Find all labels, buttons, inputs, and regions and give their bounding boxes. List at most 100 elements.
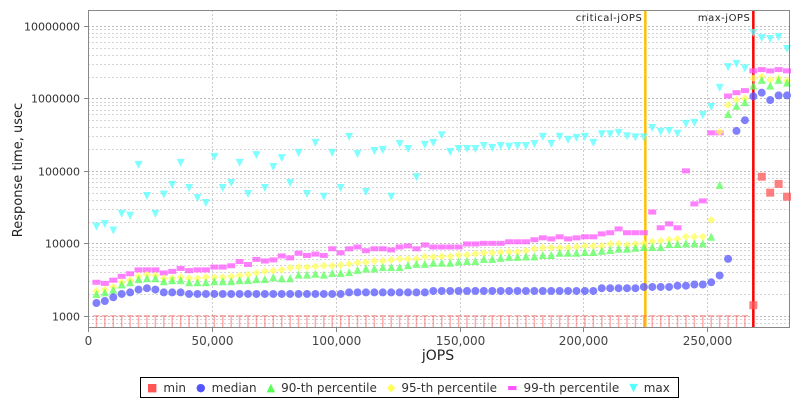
point-median: [201, 289, 210, 298]
point-min: [362, 315, 369, 327]
point-90-th-percentile: [244, 276, 253, 285]
point-90-th-percentile: [302, 270, 311, 279]
x-tick-label: 200,000: [559, 334, 609, 348]
point-max: [100, 219, 109, 228]
point-max: [151, 209, 160, 218]
legend-label: median: [211, 380, 257, 395]
point-90-th-percentile: [614, 244, 623, 253]
point-min: [118, 315, 125, 327]
point-99-th-percentile: [437, 244, 446, 250]
point-99-th-percentile: [673, 225, 682, 231]
legend-item: ▼ max: [629, 381, 670, 395]
point-min: [514, 315, 521, 327]
point-90-th-percentile: [454, 257, 463, 266]
point-95-th-percentile: [311, 262, 320, 271]
point-99-th-percentile: [387, 247, 396, 253]
point-max: [185, 184, 194, 193]
point-median: [227, 289, 236, 298]
point-95-th-percentile: [201, 273, 210, 282]
y-tick-label: 100000: [38, 166, 80, 179]
point-max: [286, 178, 295, 187]
point-90-th-percentile: [345, 268, 354, 277]
point-99-th-percentile: [538, 235, 547, 241]
point-99-th-percentile: [244, 262, 253, 268]
point-99-th-percentile: [488, 240, 497, 246]
point-95-th-percentile: [606, 239, 615, 248]
point-max: [580, 132, 589, 141]
point-min: [346, 315, 353, 327]
point-90-th-percentile: [496, 253, 505, 262]
point-95-th-percentile: [530, 244, 539, 253]
point-90-th-percentile: [353, 265, 362, 274]
point-median: [244, 289, 253, 298]
point-95-th-percentile: [732, 96, 741, 105]
point-median: [547, 286, 556, 295]
point-90-th-percentile: [387, 263, 396, 272]
point-max: [656, 127, 665, 136]
point-90-th-percentile: [126, 278, 135, 287]
point-max: [572, 133, 581, 142]
series-median: [92, 88, 792, 308]
data-points: [92, 28, 792, 327]
point-95-th-percentile: [446, 252, 455, 261]
point-median: [319, 289, 328, 298]
point-99-th-percentile: [277, 253, 286, 259]
point-95-th-percentile: [572, 242, 581, 251]
point-99-th-percentile: [648, 209, 657, 215]
point-median: [505, 286, 514, 295]
point-90-th-percentile: [538, 250, 547, 259]
x-tick-label: 250,000: [683, 334, 733, 348]
point-median: [370, 288, 379, 297]
point-max: [681, 119, 690, 128]
point-median: [488, 286, 497, 295]
point-max: [159, 190, 168, 199]
point-99-th-percentile: [159, 270, 168, 276]
point-max: [698, 111, 707, 120]
point-median: [521, 286, 530, 295]
legend-label: min: [163, 380, 187, 395]
point-99-th-percentile: [109, 277, 118, 283]
point-max: [740, 64, 749, 73]
point-95-th-percentile: [715, 127, 724, 136]
point-95-th-percentile: [437, 252, 446, 261]
point-90-th-percentile: [673, 239, 682, 248]
point-median: [496, 286, 505, 295]
point-min: [598, 315, 605, 327]
point-max: [690, 118, 699, 127]
point-95-th-percentile: [471, 249, 480, 258]
y-tick-label: 10000: [45, 238, 80, 251]
point-min: [522, 315, 529, 327]
point-median: [336, 289, 345, 298]
point-min: [287, 315, 294, 327]
point-95-th-percentile: [454, 250, 463, 259]
point-95-th-percentile: [319, 261, 328, 270]
point-90-th-percentile: [530, 252, 539, 261]
legend: ■ min ● median ▲ 90-th percentile ◆ 95-th perce…: [140, 377, 679, 398]
point-90-th-percentile: [749, 81, 758, 90]
point-max: [766, 35, 775, 44]
point-min: [270, 315, 277, 327]
point-99-th-percentile: [336, 250, 345, 256]
point-90-th-percentile: [732, 101, 741, 110]
point-min: [708, 315, 715, 327]
point-max: [774, 33, 783, 42]
point-90-th-percentile: [471, 257, 480, 266]
point-95-th-percentile: [387, 255, 396, 264]
point-min: [749, 301, 758, 310]
point-90-th-percentile: [378, 263, 387, 272]
point-90-th-percentile: [252, 275, 261, 284]
point-90-th-percentile: [151, 274, 160, 283]
point-median: [176, 288, 185, 297]
point-95-th-percentile: [252, 268, 261, 277]
point-90-th-percentile: [572, 248, 581, 257]
point-99-th-percentile: [462, 241, 471, 247]
series-90-th-percentile: [92, 75, 792, 298]
point-max: [92, 222, 101, 231]
point-median: [673, 281, 682, 290]
point-median: [471, 286, 480, 295]
point-99-th-percentile: [479, 240, 488, 246]
point-max: [496, 142, 505, 151]
point-min: [253, 315, 260, 327]
point-99-th-percentile: [530, 237, 539, 243]
point-median: [294, 289, 303, 298]
